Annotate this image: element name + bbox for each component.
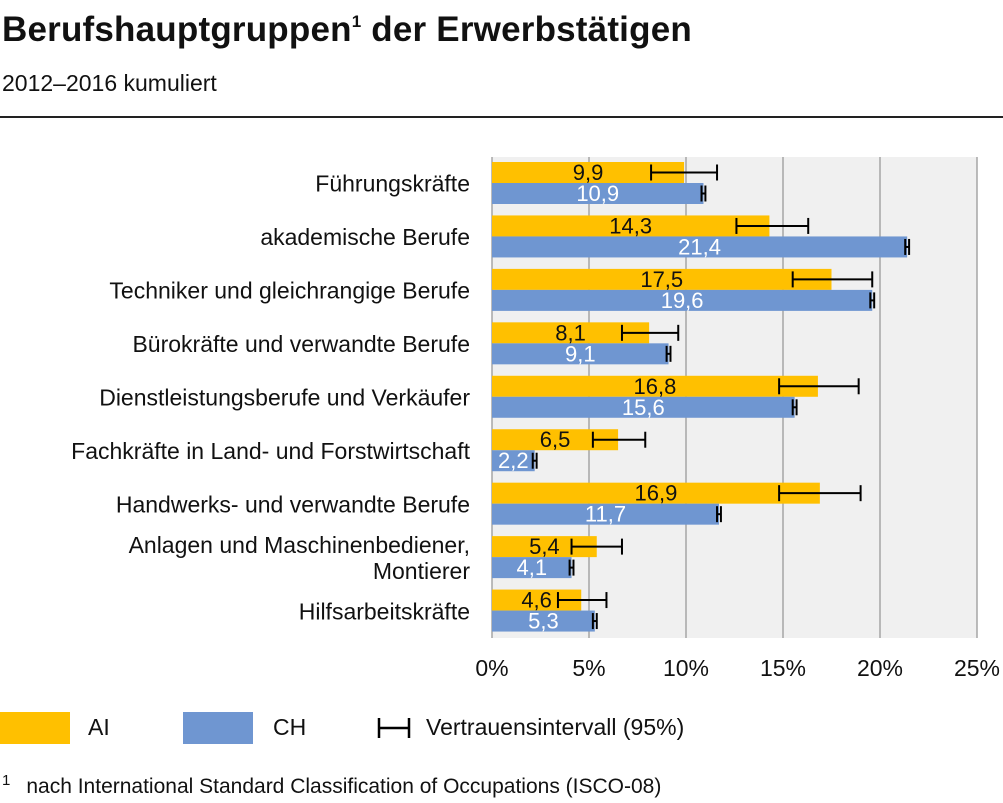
errorbar-ai [591,431,647,448]
category-label-line: Bürokräfte und verwandte Berufe [132,331,470,357]
title-divider [0,116,1003,118]
data-label-ch: 4,1 [516,555,547,580]
bar-chart: 0% 5% 10% 15% 20% 25% 9,910,9 Führungskräfte 14,… [71,157,1000,681]
category-label: Techniker und gleichrangige Berufe [109,278,470,304]
data-label-ai: 5,4 [529,534,560,559]
data-label-ai: 9,9 [573,160,604,185]
data-label-ch: 15,6 [622,395,665,420]
category-label: Führungskräfte [315,171,470,197]
data-label-ai: 14,3 [609,213,652,238]
data-label-ai: 16,9 [635,481,678,506]
bar-ch [492,343,669,365]
errorbar-ch [716,506,722,523]
category-label-line: Anlagen und Maschinenbediener, [129,532,470,558]
errorbar-ai [735,217,810,234]
bar-ch [492,557,572,579]
x-tick-label: 25% [954,655,1000,681]
legend-swatch-ch [183,712,253,744]
category-label: Fachkräfte in Land- und Forstwirtschaft [71,438,470,464]
bar-ai [492,375,818,397]
category-label: Dienstleistungsberufe und Verkäufer [99,385,470,411]
errorbar-ai [650,164,719,181]
errorbar-ai [556,592,608,609]
errorbar-ch [568,559,575,576]
category-label: akademische Berufe [260,224,470,250]
data-label-ch: 19,6 [661,288,704,313]
errorbar-ai [778,485,862,502]
category-label: Anlagen und Maschinenbediener, Montierer [129,532,471,584]
category-label-line: Fachkräfte in Land- und Forstwirtschaft [71,438,470,464]
bar-ch [492,289,873,311]
legend-label-ai: AI [88,714,110,740]
category-label: Handwerks- und verwandte Berufe [116,491,470,517]
category-label-line: Techniker und gleichrangige Berufe [109,278,470,304]
chart-subtitle: 2012–2016 kumuliert [2,70,217,96]
footnote-text: nach International Standard Classificati… [26,775,662,798]
data-label-ch: 11,7 [585,502,626,527]
chart-title: Berufshauptgruppen1 der Erwerbstätigen [2,10,692,50]
footnote-mark: 1 [2,772,11,789]
data-label-ch: 2,2 [498,448,529,473]
x-tick-label: 5% [572,655,605,681]
category-label-line: Hilfsarbeitskräfte [299,598,470,624]
category-label-line: Handwerks- und verwandte Berufe [116,491,470,517]
data-label-ch: 10,9 [576,181,619,206]
confidence-interval-icon [377,718,411,738]
bar-ch [492,450,535,472]
chart-title-rest: der Erwerbstätigen [361,10,692,49]
data-label-ai: 6,5 [540,427,571,452]
data-label-ai: 4,6 [521,588,552,613]
errorbar-ch [700,185,707,202]
footnote-marker: 1 [351,12,362,31]
bar-ch [492,236,908,258]
legend: AI CH Vertrauensintervall (95%) [0,708,1003,748]
bar-ai [492,162,685,183]
x-tick-label: 20% [857,655,903,681]
bar-ai [492,268,832,290]
legend-label-ci: Vertrauensintervall (95%) [426,714,685,740]
bar-ch [492,503,719,525]
data-label-ai: 17,5 [640,267,683,292]
data-label-ch: 5,3 [528,609,559,634]
category-label-line: Dienstleistungsberufe und Verkäufer [99,385,470,411]
errorbar-ch [665,345,672,362]
footnote: 1 nach International Standard Classificat… [2,772,662,799]
category-label: Hilfsarbeitskräfte [299,598,470,624]
bar-ch [492,610,595,632]
category-label-line: akademische Berufe [260,224,470,250]
legend-swatch-ai [0,712,70,744]
errorbar-ch [869,292,876,309]
errorbar-ch [791,399,798,416]
bar-ai [492,215,770,237]
data-label-ch: 9,1 [565,341,596,366]
bar-ch [492,396,795,418]
category-label: Bürokräfte und verwandte Berufe [132,331,470,357]
category-label-line: Montierer [373,558,470,584]
data-label-ai: 16,8 [634,374,677,399]
errorbar-ch [591,613,598,630]
category-label-line: Führungskräfte [315,171,470,197]
data-label-ai: 8,1 [555,320,586,345]
legend-label-ch: CH [273,714,307,740]
data-label-ch: 21,4 [678,234,721,259]
errorbar-ai [570,538,623,555]
errorbar-ai [620,324,680,341]
x-tick-label: 0% [475,655,508,681]
chart-title-text: Berufshauptgruppen [2,10,352,49]
bar-ai [492,482,820,504]
errorbar-ai [791,271,874,288]
bar-ch [492,183,704,204]
errorbar-ai [778,378,860,395]
bar-ai [492,429,619,451]
x-tick-label: 10% [663,655,709,681]
bar-ai [492,322,650,344]
x-tick-label: 15% [760,655,806,681]
errorbar-ch [531,452,538,469]
errorbar-ch [904,238,911,255]
